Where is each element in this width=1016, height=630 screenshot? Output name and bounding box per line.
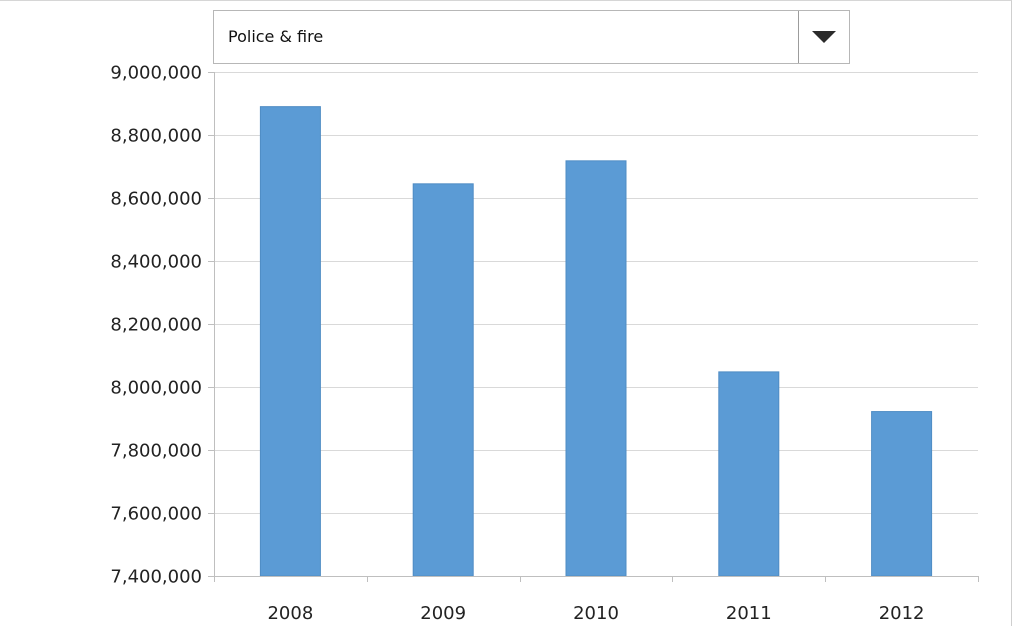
y-tick-label: 9,000,000 [110, 63, 202, 84]
x-tick-label: 2008 [267, 603, 313, 624]
y-tick-label: 8,800,000 [110, 126, 202, 147]
y-tick-label: 7,400,000 [110, 567, 202, 588]
x-tick-label: 2011 [726, 603, 772, 624]
y-tick-label: 7,800,000 [110, 441, 202, 462]
bar-2009 [412, 183, 474, 577]
x-axis-ticks: 2008 2009 2010 2011 2012 [214, 576, 979, 624]
x-tick-label: 2012 [879, 603, 925, 624]
y-tick-label: 8,200,000 [110, 315, 202, 336]
dropdown-toggle-button[interactable] [798, 11, 849, 63]
bar-2010 [565, 160, 627, 577]
y-axis-ticks: 7,400,000 7,600,000 7,800,000 8,000,000 8,20… [110, 63, 214, 588]
x-tick-label: 2010 [573, 603, 619, 624]
y-tick-label: 8,600,000 [110, 189, 202, 210]
caret-down-icon [812, 31, 836, 43]
axes [214, 72, 978, 577]
bar-2012 [871, 411, 933, 577]
bars [259, 106, 933, 577]
dropdown-selected-value: Police & fire [228, 27, 324, 46]
category-dropdown[interactable]: Police & fire [213, 10, 850, 64]
y-tick-label: 8,400,000 [110, 252, 202, 273]
bar-2011 [718, 371, 780, 577]
y-tick-label: 8,000,000 [110, 378, 202, 399]
bar-2008 [259, 106, 321, 577]
y-tick-label: 7,600,000 [110, 504, 202, 525]
x-tick-label: 2009 [420, 603, 466, 624]
